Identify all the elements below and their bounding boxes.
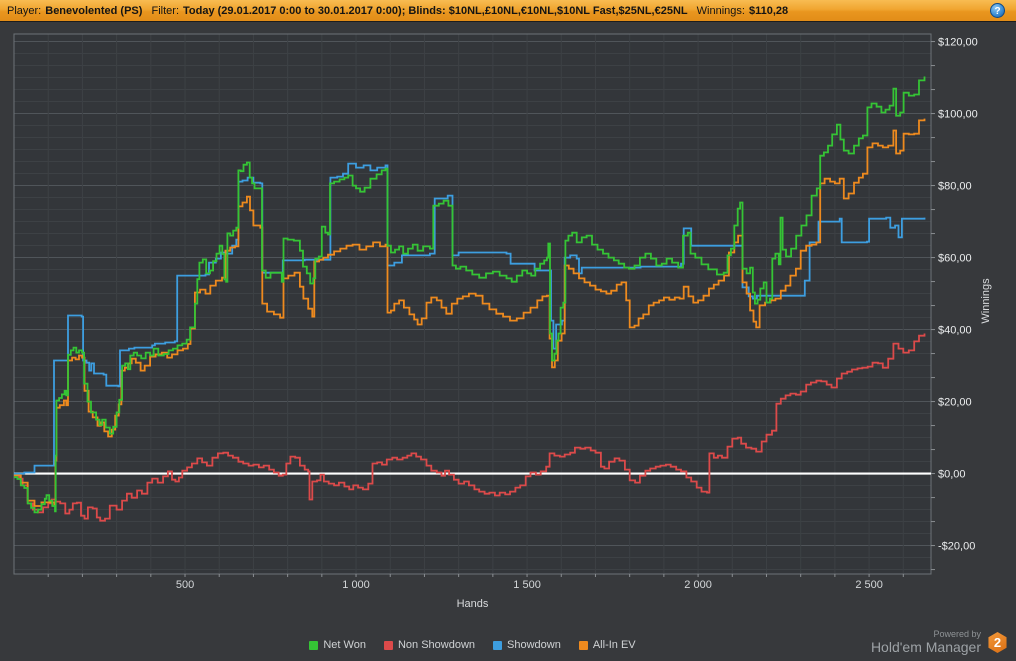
legend-swatch-icon — [578, 640, 588, 650]
y-axis-title: Winnings — [980, 278, 992, 324]
filter-summary-bar: Player: Benevolented (PS) Filter: Today (2… — [0, 0, 1016, 22]
x-tick-label: 500 — [176, 579, 194, 591]
filter-label: Filter: — [151, 5, 180, 17]
help-icon[interactable]: ? — [990, 3, 1005, 18]
legend-swatch-icon — [383, 640, 393, 650]
x-axis-title: Hands — [456, 598, 489, 610]
winnings-label: Winnings: — [696, 5, 745, 17]
legend-item-net-won[interactable]: Net Won — [309, 639, 366, 651]
player-label: Player: — [7, 5, 42, 17]
y-tick-label: $60,00 — [938, 253, 972, 265]
series-showdown — [14, 162, 926, 475]
hm2-logo-icon: 2 — [988, 632, 1007, 653]
legend-item-showdown[interactable]: Showdown — [493, 639, 561, 651]
x-tick-label: 1 000 — [342, 579, 370, 591]
y-tick-label: $80,00 — [938, 181, 972, 193]
legend-label: Showdown — [507, 639, 561, 651]
legend-swatch-icon — [493, 640, 503, 650]
y-tick-label: $100,00 — [938, 109, 978, 121]
series-non-showdown — [14, 333, 926, 522]
y-tick-label: $120,00 — [938, 37, 978, 49]
powered-by-text: Powered by — [933, 629, 981, 639]
x-tick-label: 2 500 — [855, 579, 883, 591]
y-tick-label: -$20,00 — [938, 541, 975, 553]
y-tick-label: $0,00 — [938, 469, 966, 481]
plot-area — [14, 34, 931, 574]
series-all-in-ev — [14, 118, 926, 507]
y-tick-label: $20,00 — [938, 397, 972, 409]
legend-label: Net Won — [323, 639, 366, 651]
x-tick-label: 2 000 — [684, 579, 712, 591]
legend-item-all-in-ev[interactable]: All-In EV — [578, 639, 636, 651]
winnings-value: $110,28 — [748, 5, 789, 17]
series-net-won — [14, 76, 926, 514]
player-value: Benevolented (PS) — [45, 5, 143, 17]
brand-text: Hold'em Manager — [870, 639, 981, 655]
legend-item-non-showdown[interactable]: Non Showdown — [383, 639, 476, 651]
legend-label: Non Showdown — [397, 639, 476, 651]
legend-swatch-icon — [309, 640, 319, 650]
filter-value: Today (29.01.2017 0:00 to 30.01.2017 0:0… — [183, 5, 688, 17]
y-tick-label: $40,00 — [938, 325, 972, 337]
x-tick-label: 1 500 — [513, 579, 541, 591]
plot-border — [13, 33, 932, 575]
legend: Net Won Non Showdown Showdown All-In EV — [14, 639, 931, 651]
legend-label: All-In EV — [592, 639, 636, 651]
powered-by-brand: Powered by Hold'em Manager 2 — [871, 629, 1008, 656]
